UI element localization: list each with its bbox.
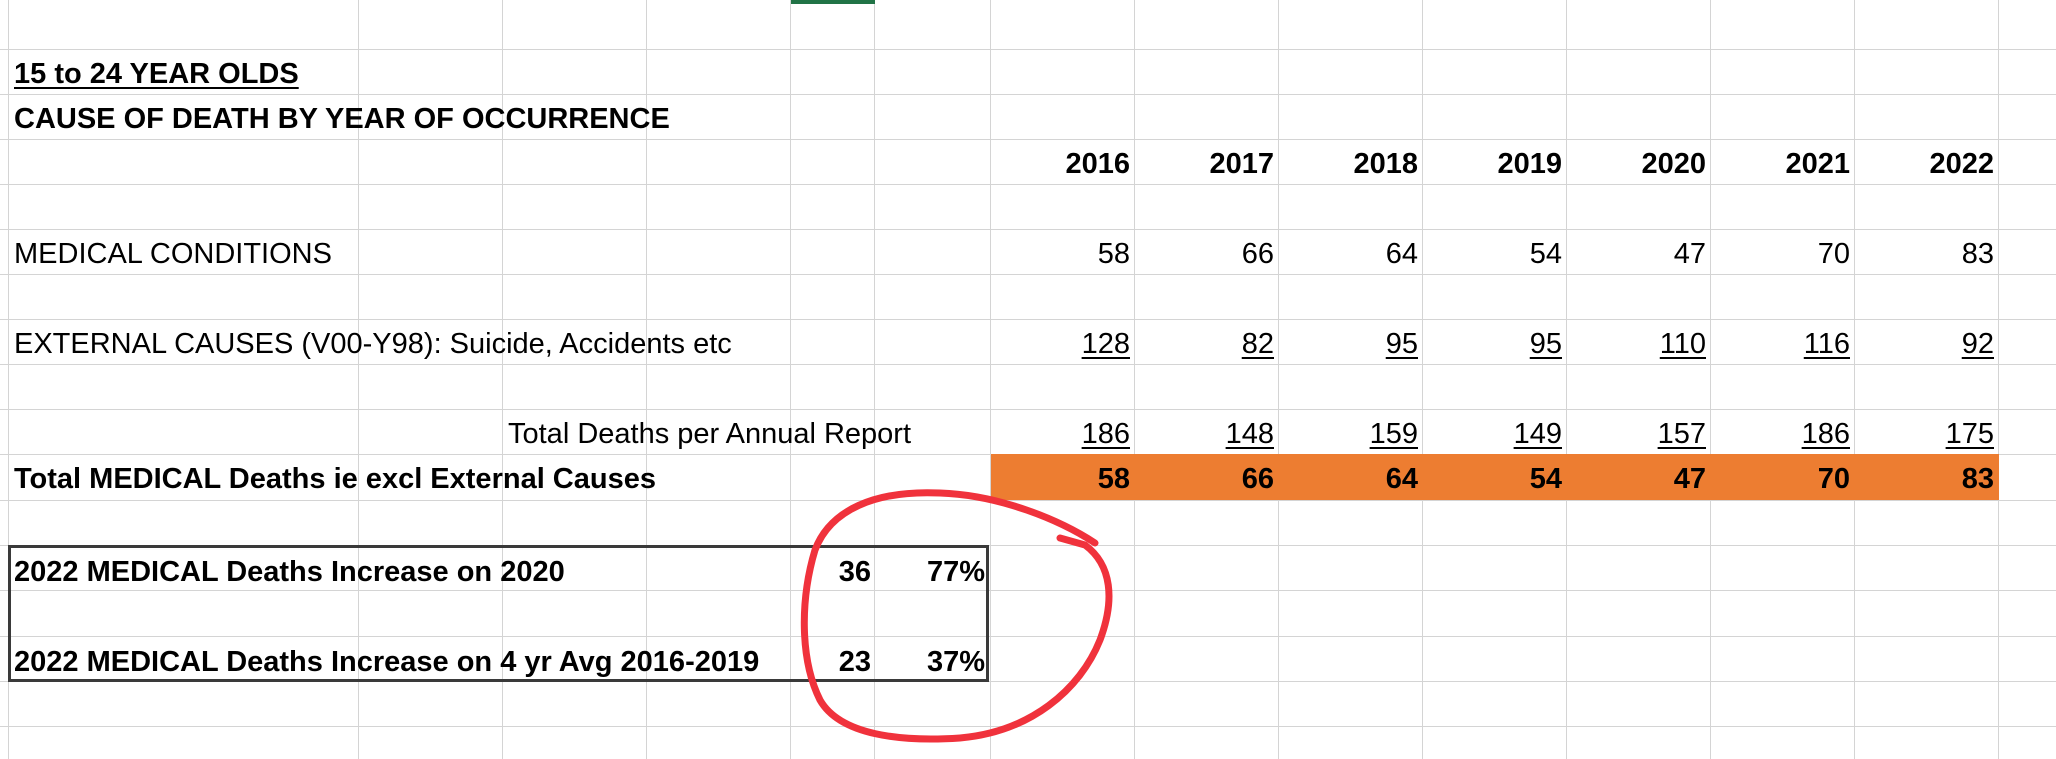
summary-count-vs-2020[interactable]: 36	[838, 556, 871, 588]
total-value-cell[interactable]: 186	[1081, 418, 1130, 450]
row-gridline	[0, 409, 2056, 410]
row-gridline	[0, 49, 2056, 50]
total-value-cell[interactable]: 175	[1945, 418, 1994, 450]
column-gridline	[1998, 0, 1999, 759]
row-gridline	[0, 319, 2056, 320]
total-value-cell[interactable]: 148	[1225, 418, 1274, 450]
external-value-cell[interactable]: 116	[1803, 328, 1850, 360]
row-gridline	[0, 274, 2056, 275]
medical-total-value-cell[interactable]: 54	[1529, 463, 1562, 495]
column-gridline	[1854, 0, 1855, 759]
external-value-cell[interactable]: 95	[1385, 328, 1418, 360]
row-gridline	[0, 139, 2056, 140]
total-value-cell[interactable]: 159	[1369, 418, 1418, 450]
external-value-cell[interactable]: 128	[1081, 328, 1130, 360]
highlighted-row-fill	[991, 454, 1999, 500]
medical-value-cell[interactable]: 47	[1673, 238, 1706, 270]
sheet-subtitle[interactable]: CAUSE OF DEATH BY YEAR OF OCCURRENCE	[14, 103, 670, 135]
medical-value-cell[interactable]: 64	[1385, 238, 1418, 270]
column-gridline	[1566, 0, 1567, 759]
medical-value-cell[interactable]: 54	[1529, 238, 1562, 270]
year-header[interactable]: 2018	[1353, 148, 1418, 180]
row-gridline	[0, 94, 2056, 95]
column-gridline	[8, 0, 9, 759]
external-value-cell[interactable]: 95	[1529, 328, 1562, 360]
year-header[interactable]: 2022	[1929, 148, 1994, 180]
summary-pct-vs-2020[interactable]: 77%	[926, 556, 985, 588]
row-label-external[interactable]: EXTERNAL CAUSES (V00-Y98): Suicide, Acci…	[14, 328, 732, 360]
column-gridline	[1278, 0, 1279, 759]
medical-value-cell[interactable]: 83	[1961, 238, 1994, 270]
total-value-cell[interactable]: 186	[1801, 418, 1850, 450]
medical-total-value-cell[interactable]: 58	[1097, 463, 1130, 495]
row-label-medical[interactable]: MEDICAL CONDITIONS	[14, 238, 332, 270]
column-gridline	[1134, 0, 1135, 759]
column-gridline	[358, 0, 359, 759]
medical-total-value-cell[interactable]: 70	[1817, 463, 1850, 495]
row-label-total[interactable]: Total Deaths per Annual Report	[508, 418, 912, 450]
medical-total-value-cell[interactable]: 66	[1241, 463, 1274, 495]
column-gridline	[502, 0, 503, 759]
row-gridline	[0, 184, 2056, 185]
row-gridline	[0, 726, 2056, 727]
summary-label-vs-avg[interactable]: 2022 MEDICAL Deaths Increase on 4 yr Avg…	[14, 646, 760, 678]
column-gridline	[790, 0, 791, 759]
medical-value-cell[interactable]: 66	[1241, 238, 1274, 270]
medical-total-value-cell[interactable]: 64	[1385, 463, 1418, 495]
medical-value-cell[interactable]: 58	[1097, 238, 1130, 270]
total-value-cell[interactable]: 157	[1657, 418, 1706, 450]
row-gridline	[0, 229, 2056, 230]
column-gridline	[874, 0, 875, 759]
column-gridline	[990, 0, 991, 759]
column-gridline	[646, 0, 647, 759]
sheet-title[interactable]: 15 to 24 YEAR OLDS	[14, 58, 299, 90]
medical-total-value-cell[interactable]: 47	[1673, 463, 1706, 495]
year-header[interactable]: 2016	[1065, 148, 1130, 180]
summary-label-vs-2020[interactable]: 2022 MEDICAL Deaths Increase on 2020	[14, 556, 565, 588]
external-value-cell[interactable]: 82	[1241, 328, 1274, 360]
year-header[interactable]: 2021	[1785, 148, 1850, 180]
medical-total-value-cell[interactable]: 83	[1961, 463, 1994, 495]
year-header[interactable]: 2019	[1497, 148, 1562, 180]
year-header[interactable]: 2020	[1641, 148, 1706, 180]
year-header[interactable]: 2017	[1209, 148, 1274, 180]
column-gridline	[1710, 0, 1711, 759]
row-label-medical-total[interactable]: Total MEDICAL Deaths ie excl External Ca…	[14, 463, 656, 495]
medical-value-cell[interactable]: 70	[1817, 238, 1850, 270]
row-gridline	[0, 364, 2056, 365]
external-value-cell[interactable]: 110	[1659, 328, 1706, 360]
column-gridline	[1422, 0, 1423, 759]
summary-count-vs-avg[interactable]: 23	[838, 646, 871, 678]
total-value-cell[interactable]: 149	[1513, 418, 1562, 450]
external-value-cell[interactable]: 92	[1961, 328, 1994, 360]
summary-pct-vs-avg[interactable]: 37%	[926, 646, 985, 678]
selected-column-marker	[791, 0, 875, 4]
